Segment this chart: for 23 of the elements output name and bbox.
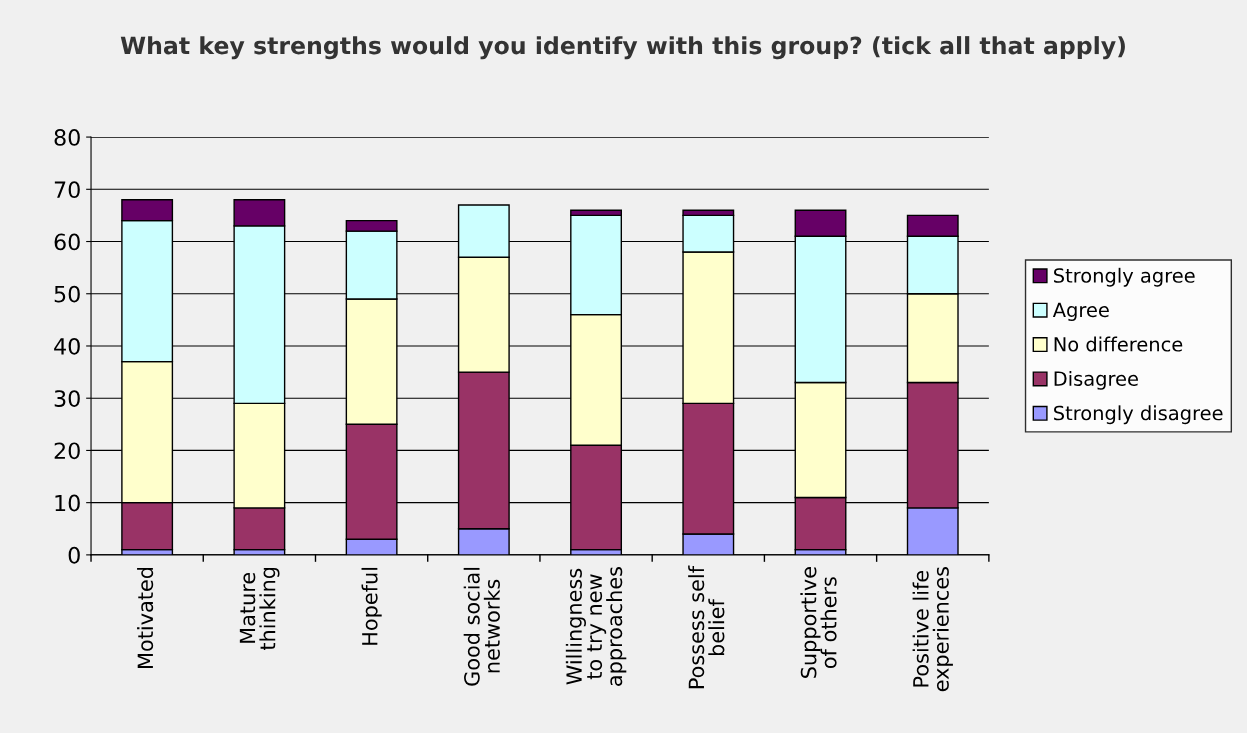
legend-label: Strongly disagree	[1054, 405, 1223, 425]
x-tick-label: Willingness to try new approaches	[565, 567, 627, 686]
x-tick-label: Hopeful	[361, 567, 382, 645]
y-tick-label: 40	[54, 337, 80, 355]
legend-label: Disagree	[1054, 370, 1138, 390]
y-tick-label: 60	[54, 233, 80, 251]
y-tick-label: 70	[54, 181, 80, 199]
legend-label: Strongly agree	[1054, 267, 1195, 287]
y-tick-label: 20	[54, 442, 80, 460]
x-tick-label: Good social networks	[463, 567, 500, 686]
x-tick-label: Supportive of others	[800, 567, 837, 678]
y-tick-label: 50	[54, 285, 80, 303]
legend-label: Agree	[1052, 302, 1109, 322]
y-tick-label: 80	[54, 129, 80, 146]
x-tick-label: Mature thinking	[239, 567, 280, 651]
y-tick-label: 30	[54, 390, 80, 407]
legend-label: No difference	[1054, 336, 1183, 352]
y-tick-label: 10	[55, 494, 80, 512]
x-tick-label: Positive life experiences	[912, 567, 953, 692]
x-tick-label: Motivated	[137, 567, 154, 668]
y-tick-label: 0	[68, 546, 80, 564]
x-tick-label: Possess self belief	[688, 565, 725, 689]
chart-title: What key strengths would you identify with this group? (tick all that apply)	[120, 36, 1125, 60]
